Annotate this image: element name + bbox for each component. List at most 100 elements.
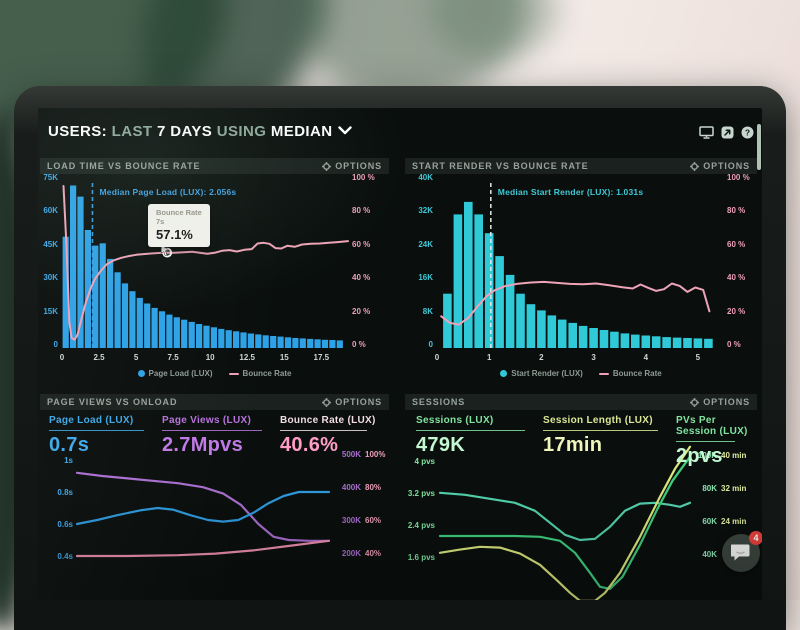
- histogram-bar: [300, 338, 306, 348]
- options-label: OPTIONS: [703, 397, 750, 407]
- monitor-icon[interactable]: [699, 126, 714, 139]
- panel-header: SESSIONS OPTIONS: [405, 394, 757, 410]
- y-axis-tick-left: 0.6s: [40, 520, 73, 529]
- histogram-bar: [115, 272, 121, 348]
- share-icon[interactable]: [721, 126, 734, 139]
- histogram-bar: [485, 233, 494, 348]
- panel-page-views: PAGE VIEWS VS ONLOAD OPTIONS Page Load (…: [40, 394, 389, 600]
- metric-pvs-per-session: PVs Per Session (LUX) 2pvs: [676, 415, 753, 468]
- days-label: 7 DAYS: [157, 123, 212, 140]
- y-axis-tick-left: 30K: [40, 273, 58, 282]
- options-button[interactable]: OPTIONS: [322, 161, 382, 171]
- y-axis-tick-right: 20 %: [727, 307, 757, 316]
- trend-line-page-views: [77, 473, 329, 541]
- y-axis-tick-right: 20 %: [352, 307, 388, 316]
- panel-title: START RENDER VS BOUNCE RATE: [412, 161, 588, 171]
- metric-value: 0.7s: [49, 434, 162, 457]
- histogram-bar: [642, 336, 651, 349]
- y-axis-tick-left: 24K: [407, 240, 433, 249]
- y-axis-tick-left: 1.6 pvs: [405, 553, 435, 562]
- x-axis-tick: 10: [200, 353, 220, 362]
- metric-label: PVs Per Session (LUX): [676, 415, 753, 437]
- panel-header: LOAD TIME VS BOUNCE RATE OPTIONS: [40, 158, 389, 174]
- histogram-bar: [454, 214, 463, 348]
- panel-title: SESSIONS: [412, 397, 465, 407]
- histogram-bar: [100, 243, 106, 348]
- y-axis-tick-left: 1s: [40, 456, 73, 465]
- histogram-bar: [464, 202, 473, 348]
- histogram-bar: [579, 326, 588, 348]
- histogram-bar: [694, 338, 703, 348]
- legend-label: Page Load (LUX): [149, 369, 213, 378]
- y-axis-tick-right-1: 60K: [691, 517, 717, 526]
- metric-sessions: Sessions (LUX) 479K: [416, 415, 543, 468]
- panel-header: PAGE VIEWS VS ONLOAD OPTIONS: [40, 394, 389, 410]
- histogram-bar: [240, 332, 246, 348]
- histogram-bar: [174, 317, 180, 348]
- options-button[interactable]: OPTIONS: [690, 397, 750, 407]
- histogram-bar: [315, 339, 321, 348]
- trend-line-sessions: [440, 493, 690, 540]
- histogram-bar: [652, 336, 661, 348]
- scrollbar-thumb[interactable]: [757, 124, 761, 170]
- chat-unread-badge: 4: [749, 531, 762, 545]
- users-range-dropdown[interactable]: USERS: LAST 7 DAYS USING MEDIAN: [48, 123, 352, 140]
- gear-icon: [690, 162, 699, 171]
- gear-icon: [322, 162, 331, 171]
- histogram-bar: [129, 291, 135, 348]
- y-axis-tick-right-2: 80%: [365, 483, 389, 492]
- panel-sessions: SESSIONS OPTIONS Sessions (LUX) 479K Ses…: [405, 394, 757, 600]
- x-axis-tick: 2: [531, 353, 551, 362]
- help-icon[interactable]: ?: [741, 126, 754, 139]
- y-axis-tick-left: 0.8s: [40, 488, 73, 497]
- histogram-bar: [474, 214, 483, 348]
- metric-page-load: Page Load (LUX) 0.7s: [49, 415, 162, 457]
- metric-rule: [162, 430, 262, 431]
- options-button[interactable]: OPTIONS: [322, 397, 382, 407]
- y-axis-tick-left: 60K: [40, 206, 58, 215]
- y-axis-tick-left: 32K: [407, 206, 433, 215]
- y-axis-tick-right: 100 %: [352, 173, 388, 182]
- x-axis-tick: 5: [126, 353, 146, 362]
- chevron-down-icon: [338, 126, 352, 135]
- metric-label: Sessions (LUX): [416, 415, 543, 426]
- y-axis-tick-right: 40 %: [352, 273, 388, 282]
- plot-svg: [77, 454, 329, 600]
- y-axis-tick-right-1: 40K: [691, 550, 717, 559]
- histogram-bar: [673, 338, 682, 348]
- histogram-bar: [218, 329, 224, 348]
- chat-widget-button[interactable]: 4: [722, 534, 760, 572]
- histogram-bar: [292, 338, 298, 348]
- users-label: USERS:: [48, 123, 107, 140]
- histogram-bar: [211, 327, 217, 348]
- histogram-bar: [683, 338, 692, 348]
- tooltip-value: 57.1%: [156, 227, 202, 242]
- histogram-bar: [144, 304, 150, 349]
- options-button[interactable]: OPTIONS: [690, 161, 750, 171]
- plot-svg: [437, 181, 723, 348]
- histogram-bar: [233, 331, 239, 348]
- x-axis-tick: 7.5: [163, 353, 183, 362]
- gear-icon: [690, 398, 699, 407]
- histogram-bar: [70, 186, 76, 349]
- x-axis-tick: 0: [52, 353, 72, 362]
- metric-rule: [280, 430, 367, 431]
- histogram-bar: [285, 337, 291, 348]
- histogram-bar: [166, 315, 172, 348]
- histogram-bar: [196, 324, 202, 348]
- laptop-bezel: USERS: LAST 7 DAYS USING MEDIAN ? LOAD T…: [14, 86, 786, 630]
- histogram-bar: [152, 308, 158, 348]
- histogram-bar: [322, 340, 328, 348]
- metric-page-views: Page Views (LUX) 2.7Mpvs: [162, 415, 280, 457]
- plot-svg: [440, 454, 690, 600]
- trend-line-session-length: [440, 447, 690, 600]
- y-axis-tick-right: 80 %: [352, 206, 388, 215]
- histogram-bar: [662, 337, 671, 348]
- histogram-bar: [495, 256, 504, 348]
- histogram-bar: [600, 330, 609, 348]
- metric-bounce-rate: Bounce Rate (LUX) 40.6%: [280, 415, 385, 457]
- metric-value: 40.6%: [280, 434, 385, 457]
